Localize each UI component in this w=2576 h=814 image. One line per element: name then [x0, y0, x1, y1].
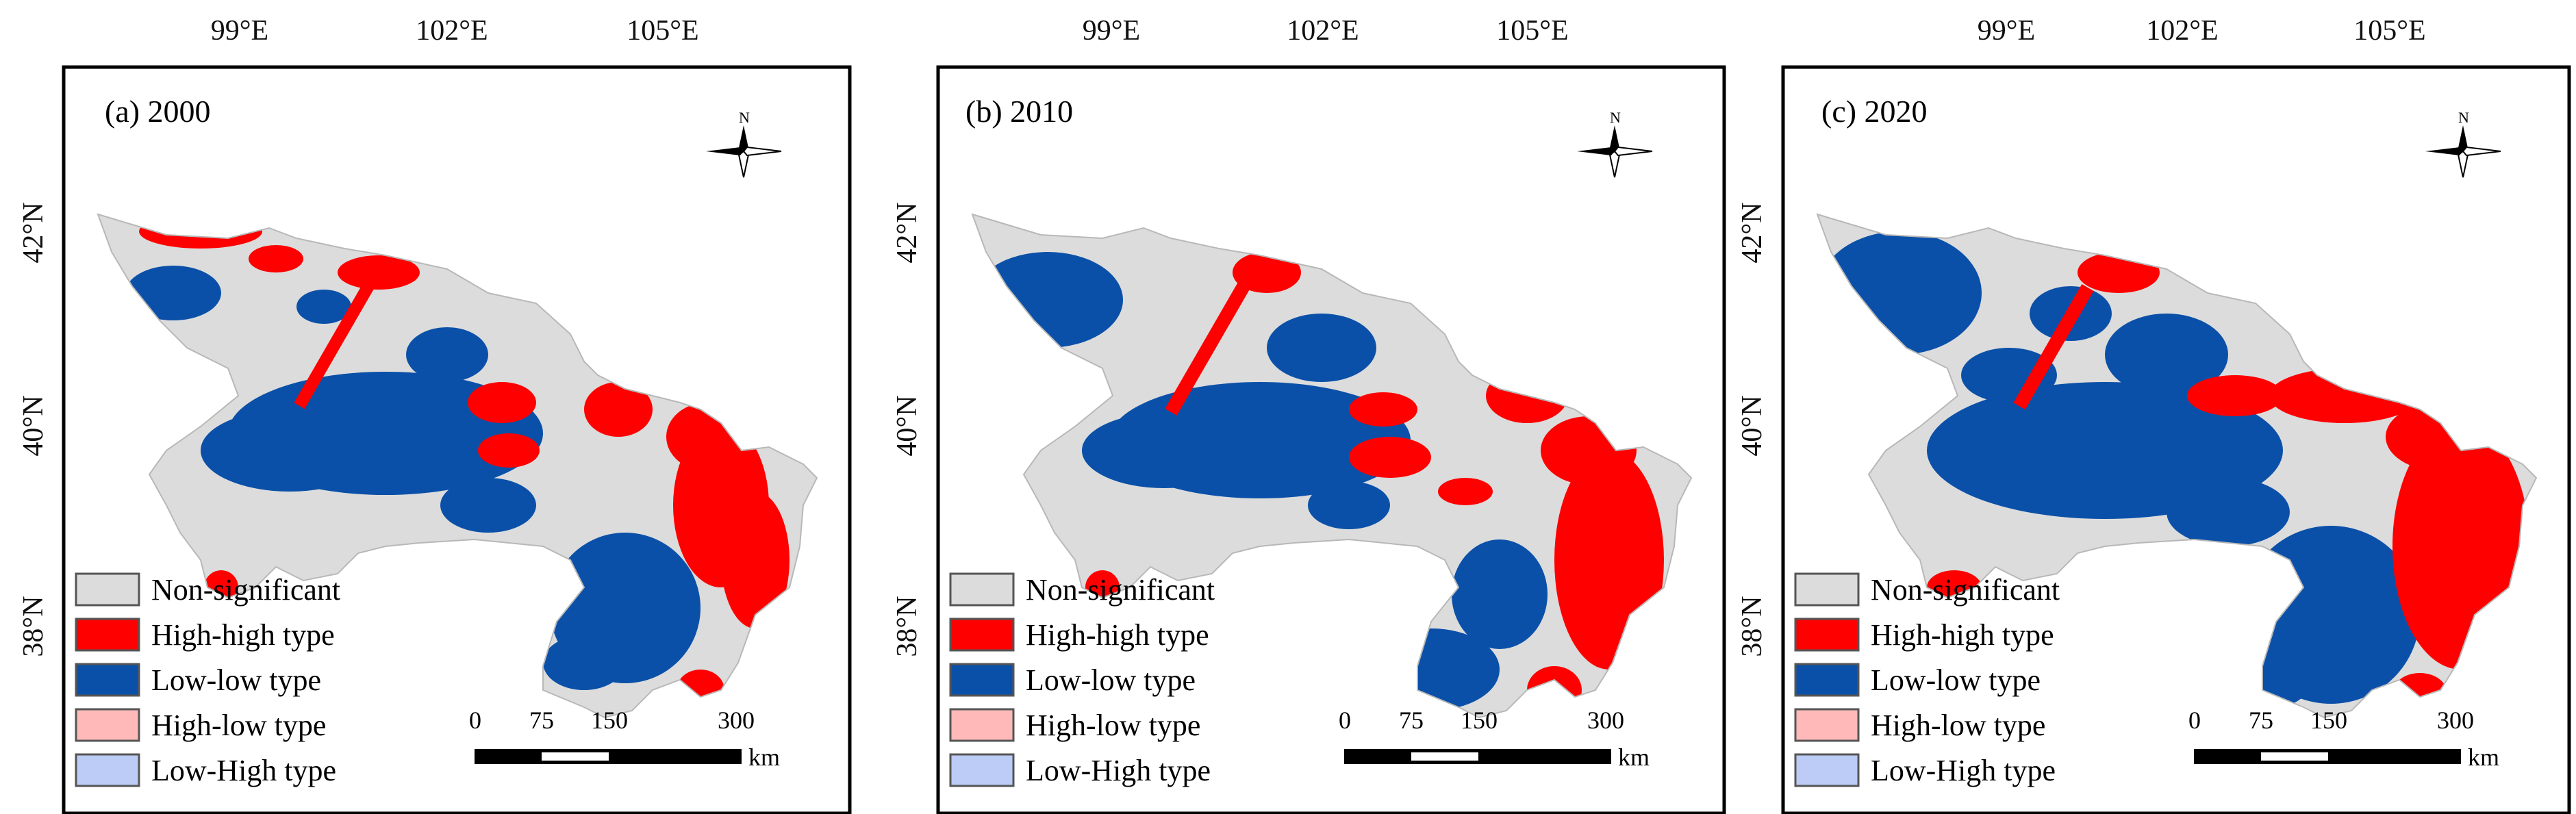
legend-swatch [949, 753, 1015, 787]
legend-label: High-low type [151, 709, 326, 742]
legend-swatch [75, 708, 140, 742]
legend: Non-significant High-high type Low-low typ… [949, 572, 1215, 787]
lat-tick-label: 38°N [892, 596, 923, 657]
lon-tick-label: 105°E [627, 15, 698, 47]
legend-swatch [75, 753, 140, 787]
svg-text:75: 75 [529, 707, 554, 734]
svg-text:0: 0 [469, 707, 481, 734]
lon-tick-label: 102°E [2146, 15, 2218, 47]
north-arrow: N [2425, 109, 2501, 178]
legend-label: Low-High type [1026, 754, 1211, 787]
svg-text:150: 150 [591, 707, 628, 734]
legend-swatch [75, 663, 140, 697]
lon-tick-label: 102°E [416, 15, 488, 47]
lat-tick-label: 40°N [18, 395, 49, 456]
legend-label: High-low type [1026, 709, 1200, 742]
lat-tick-label: 40°N [1737, 395, 1768, 456]
lon-tick-label: 102°E [1287, 15, 1359, 47]
legend-swatch [1794, 663, 1860, 697]
legend-label: Non-significant [1026, 573, 1215, 607]
svg-text:km: km [1618, 743, 1650, 771]
map-panel-2020: (c) 2020 N Non-significant High-high type… [1781, 65, 2571, 814]
legend-label: High-high type [1026, 618, 1209, 652]
legend-label: Low-low type [1871, 663, 2041, 697]
svg-text:150: 150 [2310, 707, 2347, 734]
scale-bar: 0 75 150 300 km [469, 707, 780, 771]
lon-tick-label: 99°E [1978, 15, 2035, 47]
legend-label: High-high type [1871, 618, 2054, 652]
svg-text:N: N [1610, 109, 1621, 126]
legend-label: High-high type [151, 618, 335, 652]
svg-text:0: 0 [2188, 707, 2201, 734]
svg-text:300: 300 [1587, 707, 1624, 734]
panel-label: (c) 2020 [1821, 94, 1928, 129]
low-low-patches [972, 252, 1548, 711]
longitude-ticks: 99°E 102°E 105°E 99°E 102°E 105°E 99°E 1… [211, 15, 2426, 47]
latitude-ticks: 42°N 40°N 38°N 42°N 40°N 38°N 42°N 40°N … [18, 202, 1768, 657]
low-low-patches [1817, 231, 2420, 711]
lat-tick-label: 40°N [892, 395, 923, 456]
legend-label: Non-significant [1871, 573, 2060, 607]
legend-swatch [949, 708, 1015, 742]
lon-tick-label: 105°E [2353, 15, 2425, 47]
svg-text:75: 75 [1399, 707, 1424, 734]
map-panel-2000: (a) 2000 N Non-significant High-high type… [62, 65, 852, 814]
panel-label: (b) 2010 [965, 94, 1073, 129]
lon-tick-label: 105°E [1496, 15, 1568, 47]
lon-tick-label: 99°E [1083, 15, 1140, 47]
legend-swatch [75, 572, 140, 607]
svg-text:300: 300 [718, 707, 755, 734]
svg-text:N: N [2458, 109, 2469, 126]
lat-tick-label: 42°N [892, 202, 923, 263]
legend-label: Non-significant [151, 573, 340, 607]
panel-label: (a) 2000 [105, 94, 211, 129]
legend-label: Low-High type [151, 754, 336, 787]
lon-tick-label: 99°E [211, 15, 268, 47]
svg-text:km: km [748, 743, 780, 771]
legend-label: High-low type [1871, 709, 2045, 742]
scale-bar: 0 75 150 300 km [2188, 707, 2499, 771]
lat-tick-label: 42°N [1737, 202, 1768, 263]
svg-text:150: 150 [1461, 707, 1498, 734]
lat-tick-label: 42°N [18, 202, 49, 263]
legend-swatch [75, 618, 140, 652]
legend: Non-significant High-high type Low-low typ… [75, 572, 340, 787]
map-panel-2010: (b) 2010 N Non-significant High-high type… [936, 65, 1726, 814]
legend-label: Low-low type [1026, 663, 1196, 697]
study-region-map [98, 214, 817, 717]
legend-label: Low-low type [151, 663, 321, 697]
lat-tick-label: 38°N [18, 596, 49, 657]
legend-swatch [1794, 708, 1860, 742]
legend-swatch [949, 572, 1015, 607]
scale-bar: 0 75 150 300 km [1339, 707, 1650, 771]
svg-text:km: km [2468, 743, 2499, 771]
north-arrow: N [706, 109, 782, 178]
legend-swatch [1794, 572, 1860, 607]
legend-swatch [1794, 618, 1860, 652]
svg-text:0: 0 [1339, 707, 1351, 734]
legend: Non-significant High-high type Low-low typ… [1794, 572, 2060, 787]
svg-text:75: 75 [2249, 707, 2273, 734]
legend-label: Low-High type [1871, 754, 2056, 787]
svg-text:300: 300 [2437, 707, 2474, 734]
low-low-patches [125, 266, 700, 690]
legend-swatch [949, 618, 1015, 652]
legend-swatch [1794, 753, 1860, 787]
svg-text:N: N [739, 109, 750, 126]
legend-swatch [949, 663, 1015, 697]
lat-tick-label: 38°N [1737, 596, 1768, 657]
north-arrow: N [1577, 109, 1653, 178]
